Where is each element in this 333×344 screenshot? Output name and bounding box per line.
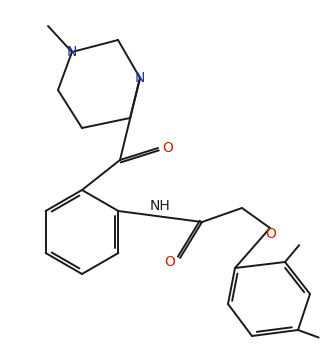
Text: O: O xyxy=(165,255,175,269)
Text: O: O xyxy=(265,227,276,241)
Text: O: O xyxy=(163,141,173,155)
Text: NH: NH xyxy=(150,199,170,213)
Text: N: N xyxy=(135,71,145,85)
Text: N: N xyxy=(67,45,77,59)
